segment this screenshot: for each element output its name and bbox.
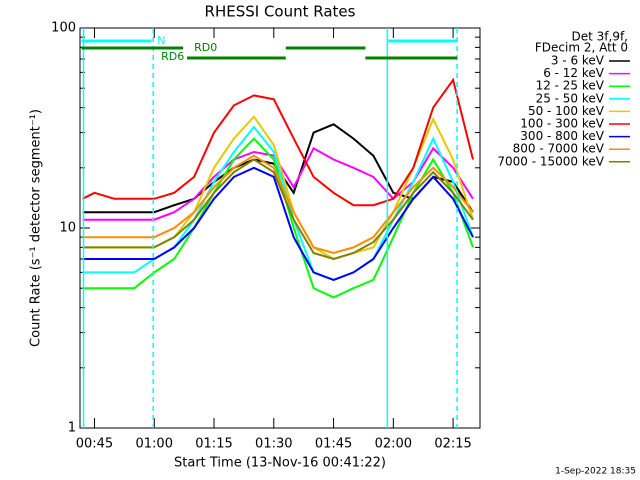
- legend-label: 25 - 50 keV: [536, 91, 605, 105]
- x-tick-label: 01:30: [255, 437, 292, 452]
- y-tick-label: 1: [68, 421, 76, 436]
- legend-label: 50 - 100 keV: [528, 104, 605, 118]
- data-line: [82, 158, 474, 261]
- data-line: [82, 154, 474, 255]
- legend-label: 7000 - 15000 keV: [497, 154, 604, 168]
- legend-header: Det 3f,9f,: [572, 30, 629, 44]
- y-tick-label: 100: [51, 21, 76, 36]
- legend-header: FDecim 2, Att 0: [535, 41, 628, 55]
- x-tick-label: 02:00: [375, 437, 412, 452]
- legend-label: 6 - 12 keV: [543, 66, 605, 80]
- x-tick-label: 00:45: [76, 437, 113, 452]
- data-line: [82, 77, 474, 207]
- legend-label: 800 - 7000 keV: [513, 142, 605, 156]
- legend-label: 300 - 800 keV: [520, 129, 604, 143]
- data-line: [82, 146, 474, 221]
- legend-label: 12 - 25 keV: [536, 79, 605, 93]
- data-line: [82, 125, 474, 281]
- x-tick-label: 01:00: [136, 437, 173, 452]
- x-tick-label: 01:45: [315, 437, 352, 452]
- x-axis-label: Start Time (13-Nov-16 00:41:22): [174, 456, 386, 471]
- plot-frame: [79, 27, 481, 429]
- flag-label: N: [157, 34, 165, 47]
- y-tick-label: 10: [59, 221, 76, 236]
- legend-label: 3 - 6 keV: [551, 54, 605, 68]
- data-line: [82, 166, 474, 281]
- footer: 1-Sep-2022 18:35: [555, 467, 636, 477]
- x-tick-label: 02:15: [434, 437, 471, 452]
- legend-label: 100 - 300 keV: [520, 117, 604, 131]
- chart-title: RHESSI Count Rates: [205, 3, 356, 21]
- x-tick-label: 01:15: [195, 437, 232, 452]
- y-axis-label: Count Rate (s⁻¹ detector segment⁻¹): [29, 109, 44, 347]
- flag-label: RD0: [194, 41, 217, 54]
- flag-label: RD6: [161, 50, 184, 63]
